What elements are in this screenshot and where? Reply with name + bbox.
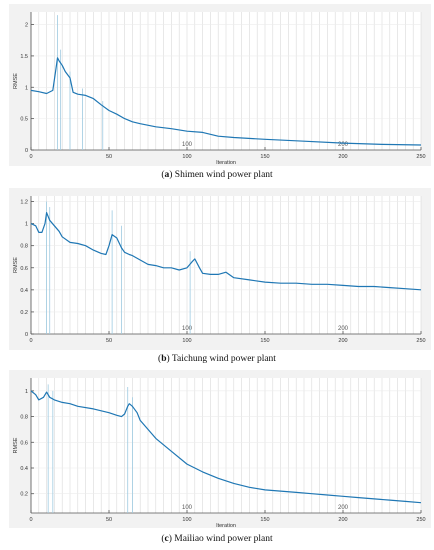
chart-c: 0 50 100 150 200 250 0.2 0.4 0.6 0.8 1 Iteration RMS… <box>13 378 426 528</box>
x-tick-label: 50 <box>106 517 112 523</box>
y-tick-label: 0.6 <box>20 440 28 446</box>
x-tick-label: 150 <box>260 338 269 344</box>
chart-a: 0 50 100 150 200 250 0 0.5 1 1.5 2 Iteration RMSE 100… <box>13 12 426 166</box>
x-tick-label: 50 <box>106 338 112 344</box>
y-tick-label: 0 <box>25 148 28 154</box>
chart-panel-a: 0 50 100 150 200 250 0 0.5 1 1.5 2 Iteration RMSE 100… <box>9 4 431 184</box>
caption-letter-a: a <box>164 170 170 180</box>
inline-iteration-label: 100 <box>182 142 193 148</box>
x-tick-label: 100 <box>182 338 191 344</box>
y-axis-label: RMSE <box>13 257 19 273</box>
x-axis-label: Iteration <box>216 523 236 528</box>
caption-letter-b: b <box>161 354 167 364</box>
y-tick-label: 0.8 <box>20 244 28 250</box>
rmse-series-line <box>30 57 422 146</box>
y-tick-label: 0.5 <box>20 117 28 123</box>
plot-frame-a: 0 50 100 150 200 250 0 0.5 1 1.5 2 Iteration RMSE 100… <box>9 4 431 166</box>
x-tick-label: 200 <box>338 338 347 344</box>
y-tick-label: 1 <box>25 85 28 91</box>
y-tick-label: 1 <box>25 389 28 395</box>
caption-text-a: Shimen wind power plant <box>174 170 273 180</box>
inline-iteration-label: 200 <box>338 326 349 332</box>
x-tick-label: 0 <box>29 154 32 160</box>
y-tick-label: 0.8 <box>20 415 28 421</box>
plot-frame-b: 0 50 100 150 200 250 0 0.2 0.4 0.6 0.8 1 1.2 RMSE 100 2… <box>9 188 431 350</box>
rmse-series-line <box>30 212 422 291</box>
y-tick-label: 0.2 <box>20 310 28 316</box>
y-tick-label: 0.4 <box>20 288 28 294</box>
rmse-series-line <box>30 390 422 504</box>
y-tick-label: 2 <box>25 23 28 29</box>
x-tick-label: 200 <box>338 154 347 160</box>
y-tick-label: 1.5 <box>20 54 28 60</box>
caption-b: (b) Taichung wind power plant <box>158 354 276 364</box>
plot-frame-c: 0 50 100 150 200 250 0.2 0.4 0.6 0.8 1 Iteration RMS… <box>9 370 431 528</box>
x-tick-label: 0 <box>29 517 32 523</box>
x-tick-label: 200 <box>338 517 347 523</box>
x-tick-label: 100 <box>182 517 191 523</box>
inline-iteration-label: 200 <box>338 142 349 148</box>
caption-text-b: Taichung wind power plant <box>171 354 276 364</box>
inline-iteration-label: 200 <box>338 505 349 511</box>
y-tick-label: 0 <box>25 332 28 338</box>
x-tick-label: 100 <box>182 154 191 160</box>
chart-panel-b: 0 50 100 150 200 250 0 0.2 0.4 0.6 0.8 1 1.2 RMSE 100 2… <box>9 188 431 368</box>
y-tick-label: 0.2 <box>20 492 28 498</box>
grid-lines <box>30 12 422 151</box>
grid-lines <box>30 378 422 513</box>
caption-text-c: Mailiao wind power plant <box>174 534 273 544</box>
caption-a: (a) Shimen wind power plant <box>161 170 273 180</box>
caption-c: (c) Mailiao wind power plant <box>161 534 273 544</box>
y-axis-label: RMSE <box>13 73 19 89</box>
y-tick-label: 1.2 <box>20 200 28 206</box>
x-tick-label: 50 <box>106 154 112 160</box>
caption-letter-c: c <box>164 534 169 544</box>
x-tick-label: 150 <box>260 154 269 160</box>
inline-iteration-label: 100 <box>182 505 193 511</box>
x-tick-label: 150 <box>260 517 269 523</box>
x-tick-label: 250 <box>416 338 425 344</box>
x-tick-label: 250 <box>416 154 425 160</box>
y-tick-label: 0.4 <box>20 466 28 472</box>
y-axis-label: RMSE <box>13 437 19 453</box>
y-tick-label: 0.6 <box>20 266 28 272</box>
y-tick-label: 1 <box>25 222 28 228</box>
chart-panel-c: 0 50 100 150 200 250 0.2 0.4 0.6 0.8 1 Iteration RMS… <box>9 370 431 550</box>
x-axis-label: Iteration <box>216 160 236 166</box>
chart-b: 0 50 100 150 200 250 0 0.2 0.4 0.6 0.8 1 1.2 RMSE 100 2… <box>13 196 426 344</box>
inline-iteration-label: 100 <box>182 326 193 332</box>
x-tick-label: 250 <box>416 517 425 523</box>
x-tick-label: 0 <box>29 338 32 344</box>
